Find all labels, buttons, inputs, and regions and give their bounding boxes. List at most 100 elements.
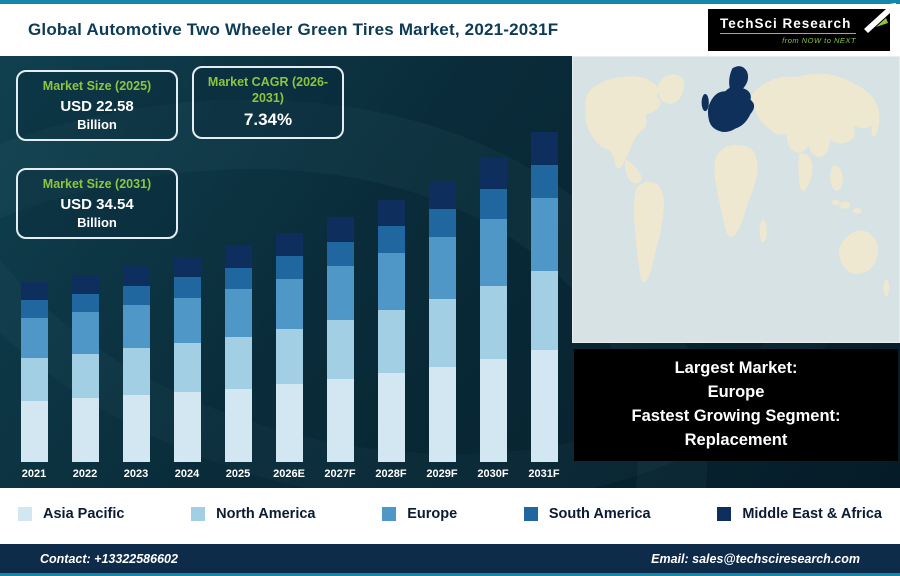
bar-segment-asia-pacific <box>275 384 303 462</box>
bar-group-2023: 2023 <box>114 266 158 480</box>
bar-segment-north-america <box>224 336 252 389</box>
legend-item-europe: Europe <box>382 506 457 522</box>
x-axis-label: 2022 <box>72 468 98 480</box>
bar-segment-europe <box>428 237 456 299</box>
bar-segment-north-america <box>530 270 558 350</box>
logo-tagline: from NOW to NEXT <box>720 32 856 45</box>
bar-segment-europe <box>224 289 252 337</box>
bar-segment-south-america <box>20 300 48 319</box>
market-cagr-box: Market CAGR (2026-2031) 7.34% <box>192 66 344 140</box>
stacked-bar <box>377 200 405 462</box>
bar-segment-asia-pacific <box>224 388 252 462</box>
stacked-bar <box>122 266 150 462</box>
legend-label: Middle East & Africa <box>742 506 882 522</box>
x-axis-label: 2025 <box>225 468 251 480</box>
bar-segment-south-america <box>377 226 405 253</box>
bar-segment-asia-pacific <box>377 373 405 462</box>
logo-arrow-icon <box>864 3 896 33</box>
bar-segment-europe <box>122 305 150 349</box>
market-size-2025-value: USD 22.58 <box>60 97 134 115</box>
bar-segment-middle-east-africa <box>224 246 252 268</box>
bar-segment-middle-east-africa <box>428 181 456 210</box>
stacked-bar <box>20 282 48 462</box>
callout-line-1: Largest Market: <box>674 359 798 378</box>
market-size-2031-box: Market Size (2031) USD 34.54 Billion <box>16 168 178 239</box>
bar-segment-north-america <box>122 348 150 396</box>
market-size-2031-value: USD 34.54 <box>60 195 134 213</box>
market-size-2025-title: Market Size (2025) <box>42 79 152 93</box>
bar-segment-europe <box>479 218 507 286</box>
bar-group-2026E: 2026E <box>267 232 311 480</box>
bar-segment-north-america <box>479 285 507 359</box>
bar-segment-middle-east-africa <box>20 282 48 301</box>
bar-segment-south-america <box>122 285 150 306</box>
bar-segment-south-america <box>326 241 354 267</box>
stacked-bar <box>326 217 354 462</box>
legend-label: North America <box>216 506 316 522</box>
bar-segment-middle-east-africa <box>173 256 201 278</box>
bar-segment-middle-east-africa <box>275 232 303 256</box>
bar-segment-south-america <box>224 267 252 290</box>
legend-row: Asia Pacific North America Europe South Ame… <box>0 488 900 540</box>
callout-line-2: Europe <box>707 383 765 402</box>
legend-label: South America <box>548 506 651 522</box>
legend-swatch <box>18 507 32 521</box>
footer-contact: Contact: +13322586602 <box>40 551 178 566</box>
x-axis-label: 2028F <box>375 468 407 480</box>
x-axis-label: 2021 <box>21 468 47 480</box>
stacked-bar <box>275 232 303 462</box>
legend-label: Europe <box>407 506 458 522</box>
bar-segment-europe <box>173 297 201 343</box>
bar-segment-middle-east-africa <box>71 274 99 294</box>
bar-segment-middle-east-africa <box>377 200 405 227</box>
bar-segment-north-america <box>428 299 456 367</box>
right-column: Largest Market: Europe Fastest Growing S… <box>572 56 900 488</box>
bar-segment-asia-pacific <box>20 400 48 462</box>
bar-segment-north-america <box>71 353 99 399</box>
legend-swatch <box>191 507 206 521</box>
bar-segment-europe <box>326 266 354 321</box>
bar-group-2031F: 2031F <box>522 131 566 480</box>
market-cagr-title: Market CAGR (2026-2031) <box>207 75 329 105</box>
stacked-bar <box>479 158 507 462</box>
legend-item-asia-pacific: Asia Pacific <box>18 506 124 522</box>
bar-segment-asia-pacific <box>428 366 456 462</box>
market-size-2025-box: Market Size (2025) USD 22.58 Billion <box>16 70 178 141</box>
callout-line-4: Replacement <box>684 430 788 449</box>
x-axis-label: 2029F <box>426 468 458 480</box>
bar-segment-south-america <box>173 277 201 298</box>
legend-label: Asia Pacific <box>43 506 125 522</box>
stacked-bar <box>428 181 456 462</box>
world-map-svg <box>573 57 899 342</box>
techsci-logo: TechSci Research from NOW to NEXT <box>708 3 896 51</box>
bar-segment-asia-pacific <box>173 392 201 462</box>
bar-segment-europe <box>275 278 303 329</box>
chart-panel: Market Size (2025) USD 22.58 Billion Mar… <box>0 56 572 488</box>
x-axis-label: 2024 <box>174 468 200 480</box>
bar-segment-north-america <box>20 357 48 401</box>
bar-segment-north-america <box>326 320 354 379</box>
bar-segment-europe <box>377 252 405 311</box>
bar-group-2030F: 2030F <box>471 158 515 480</box>
market-size-2031-title: Market Size (2031) <box>42 177 152 191</box>
bars-area: 2021 2022 2023 2024 2025 2026E 2027F 2028F 2029F… <box>12 108 566 480</box>
market-size-2031-unit: Billion <box>77 214 117 230</box>
x-axis-label: 2031F <box>528 468 560 480</box>
bar-group-2028F: 2028F <box>369 200 413 480</box>
x-axis-label: 2026E <box>273 468 305 480</box>
world-map <box>572 56 900 343</box>
legend-item-north-america: North America <box>191 506 316 522</box>
bar-segment-asia-pacific <box>326 378 354 462</box>
bar-segment-middle-east-africa <box>122 266 150 286</box>
legend-item-middle-east-africa: Middle East & Africa <box>717 506 882 522</box>
footer-email: Email: sales@techsciresearch.com <box>651 551 860 566</box>
bar-segment-south-america <box>479 188 507 219</box>
stacked-bar <box>71 274 99 462</box>
bar-segment-middle-east-africa <box>479 158 507 189</box>
legend-swatch <box>382 507 397 521</box>
bar-segment-north-america <box>275 329 303 384</box>
legend-swatch <box>717 507 732 521</box>
bar-segment-asia-pacific <box>122 395 150 462</box>
bar-group-2029F: 2029F <box>420 181 464 480</box>
